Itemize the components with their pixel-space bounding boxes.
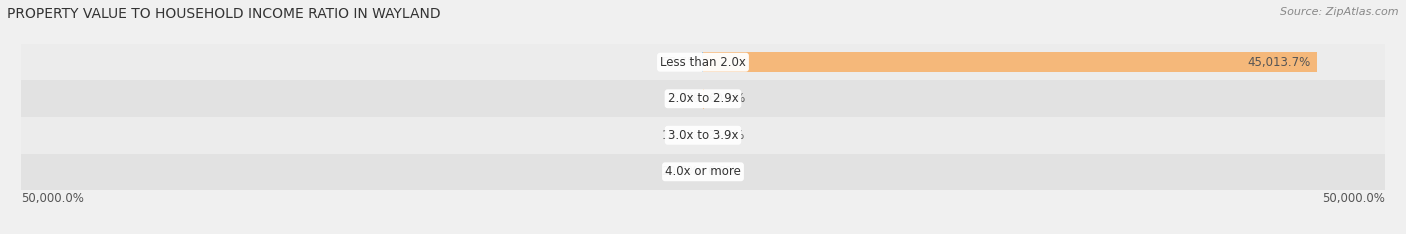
Text: Less than 2.0x: Less than 2.0x <box>659 56 747 69</box>
Text: 25.7%: 25.7% <box>707 129 745 142</box>
Text: 3.0x to 3.9x: 3.0x to 3.9x <box>668 129 738 142</box>
Text: 2.0x to 2.9x: 2.0x to 2.9x <box>668 92 738 105</box>
Text: 57.7%: 57.7% <box>661 56 699 69</box>
Text: 16.2%: 16.2% <box>661 129 699 142</box>
Bar <box>21 117 1385 154</box>
Text: 50,000.0%: 50,000.0% <box>21 192 83 205</box>
Text: 6.6%: 6.6% <box>707 165 737 178</box>
Bar <box>21 154 1385 190</box>
Bar <box>703 52 1317 72</box>
Bar <box>21 44 1385 80</box>
Text: 60.1%: 60.1% <box>707 92 745 105</box>
Text: 50,000.0%: 50,000.0% <box>1323 192 1385 205</box>
Text: 5.4%: 5.4% <box>669 92 699 105</box>
Text: 20.7%: 20.7% <box>661 165 699 178</box>
Text: Source: ZipAtlas.com: Source: ZipAtlas.com <box>1281 7 1399 17</box>
Text: 45,013.7%: 45,013.7% <box>1247 56 1310 69</box>
Bar <box>21 80 1385 117</box>
Text: PROPERTY VALUE TO HOUSEHOLD INCOME RATIO IN WAYLAND: PROPERTY VALUE TO HOUSEHOLD INCOME RATIO… <box>7 7 440 21</box>
Text: 4.0x or more: 4.0x or more <box>665 165 741 178</box>
